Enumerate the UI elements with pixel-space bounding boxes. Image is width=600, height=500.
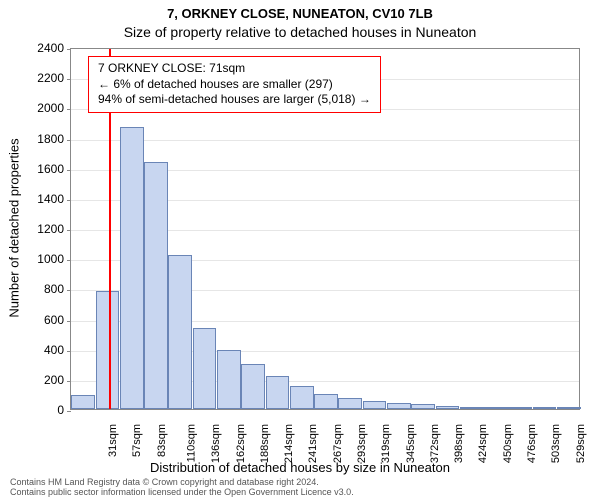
ytick-label: 200 [24,373,64,387]
ytick-mark [67,260,71,261]
ytick-label: 1800 [24,132,64,146]
xtick-label: 293sqm [356,424,368,463]
histogram-bar [338,398,362,409]
histogram-bar [484,407,508,409]
xtick-label: 503sqm [550,424,562,463]
xtick-label: 450sqm [502,424,514,463]
ytick-mark [67,140,71,141]
xtick-label: 188sqm [259,424,271,463]
xtick-label: 214sqm [283,424,295,463]
legend-line-2: ← 6% of detached houses are smaller (297… [98,77,371,93]
xtick-label: 267sqm [332,424,344,463]
footer-attribution: Contains HM Land Registry data © Crown c… [10,478,354,498]
xtick-label: 31sqm [107,424,119,457]
histogram-bar [71,395,95,409]
ytick-label: 1400 [24,192,64,206]
ytick-mark [67,200,71,201]
footer-line-2: Contains public sector information licen… [10,488,354,498]
xtick-label: 319sqm [380,424,392,463]
y-axis-label: Number of detached properties [7,138,22,317]
xtick-label: 162sqm [235,424,247,463]
ytick-label: 1000 [24,252,64,266]
xtick-label: 398sqm [453,424,465,463]
histogram-bar [241,364,265,409]
xtick-label: 241sqm [308,424,320,463]
xtick-label: 476sqm [526,424,538,463]
histogram-bar [411,404,435,409]
ytick-label: 1200 [24,222,64,236]
histogram-bar [290,386,314,409]
ytick-label: 600 [24,313,64,327]
ytick-mark [67,109,71,110]
xtick-label: 57sqm [131,424,143,457]
ytick-mark [67,49,71,50]
histogram-bar [436,406,460,409]
ytick-label: 2200 [24,71,64,85]
ytick-mark [67,170,71,171]
ytick-label: 800 [24,282,64,296]
histogram-bar [193,328,217,409]
legend-line-3: 94% of semi-detached houses are larger (… [98,92,371,108]
legend-box: 7 ORKNEY CLOSE: 71sqm ← 6% of detached h… [88,56,381,113]
histogram-bar [168,255,192,409]
histogram-bar [120,127,144,409]
histogram-bar [217,350,241,409]
histogram-bar [387,403,411,409]
chart-title-desc: Size of property relative to detached ho… [0,24,600,40]
ytick-label: 2400 [24,41,64,55]
ytick-label: 2000 [24,101,64,115]
ytick-mark [67,79,71,80]
histogram-bar [508,407,532,409]
xtick-label: 345sqm [405,424,417,463]
ytick-mark [67,230,71,231]
histogram-bar [460,407,484,409]
xtick-label: 136sqm [210,424,222,463]
ytick-mark [67,351,71,352]
xtick-label: 529sqm [575,424,587,463]
xtick-label: 372sqm [429,424,441,463]
histogram-bar [96,291,120,409]
ytick-mark [67,321,71,322]
legend-line-1: 7 ORKNEY CLOSE: 71sqm [98,61,371,77]
xtick-label: 424sqm [478,424,490,463]
histogram-bar [144,162,168,409]
ytick-mark [67,411,71,412]
ytick-label: 1600 [24,162,64,176]
xtick-label: 83sqm [156,424,168,457]
xtick-label: 110sqm [185,424,197,462]
histogram-bar [533,407,557,409]
ytick-label: 400 [24,343,64,357]
histogram-bar [363,401,387,409]
histogram-bar [557,407,581,409]
gridline [71,140,579,141]
ytick-mark [67,381,71,382]
histogram-bar [266,376,290,409]
ytick-label: 0 [24,403,64,417]
chart-title-address: 7, ORKNEY CLOSE, NUNEATON, CV10 7LB [0,6,600,21]
histogram-bar [314,394,338,409]
ytick-mark [67,290,71,291]
